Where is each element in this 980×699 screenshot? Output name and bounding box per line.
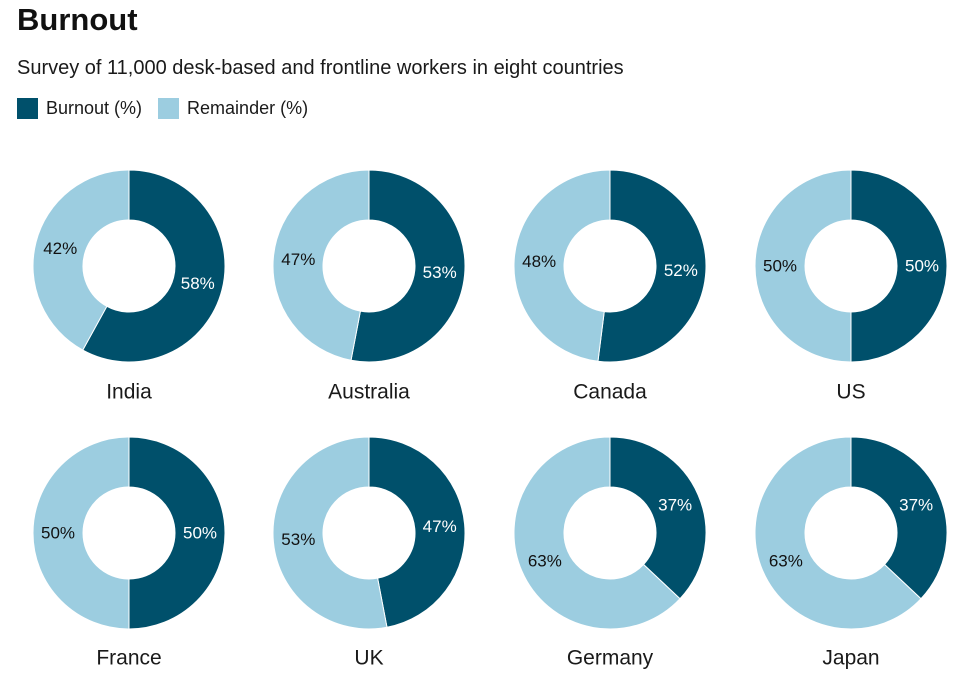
data-label-burnout-us: 50% bbox=[905, 257, 939, 276]
country-label-australia: Australia bbox=[328, 381, 410, 404]
data-label-burnout-canada: 52% bbox=[664, 261, 698, 280]
legend: Burnout (%) Remainder (%) bbox=[17, 98, 324, 119]
slice-burnout-france bbox=[128, 436, 226, 630]
legend-item-burnout: Burnout (%) bbox=[17, 98, 142, 119]
data-label-remainder-japan: 63% bbox=[769, 552, 803, 571]
donut-japan: 37% 63% Japan bbox=[754, 436, 948, 670]
slice-remainder-australia bbox=[272, 169, 370, 361]
legend-item-remainder: Remainder (%) bbox=[158, 98, 308, 119]
data-label-burnout-australia: 53% bbox=[423, 263, 457, 282]
donut-france: 50% 50% France bbox=[32, 436, 226, 670]
slice-remainder-india bbox=[32, 169, 130, 351]
slice-burnout-japan bbox=[850, 436, 948, 600]
country-label-us: US bbox=[836, 381, 865, 404]
data-label-remainder-india: 42% bbox=[43, 239, 77, 258]
chart-title: Burnout bbox=[17, 2, 138, 37]
data-label-burnout-uk: 47% bbox=[423, 517, 457, 536]
slice-burnout-germany bbox=[609, 436, 707, 600]
donut-uk: 47% 53% UK bbox=[272, 436, 466, 670]
country-label-germany: Germany bbox=[567, 647, 654, 670]
country-label-japan: Japan bbox=[822, 647, 879, 670]
slice-burnout-uk bbox=[368, 436, 466, 628]
donut-germany: 37% 63% Germany bbox=[513, 436, 707, 670]
legend-label-burnout: Burnout (%) bbox=[46, 98, 143, 118]
donut-us: 50% 50% US bbox=[754, 169, 948, 404]
country-label-canada: Canada bbox=[573, 381, 647, 404]
data-label-remainder-canada: 48% bbox=[522, 252, 556, 271]
slice-remainder-us bbox=[754, 169, 852, 363]
slice-remainder-japan bbox=[754, 436, 922, 630]
country-label-france: France bbox=[96, 647, 161, 670]
data-label-burnout-france: 50% bbox=[183, 524, 217, 543]
donut-canada: 52% 48% Canada bbox=[513, 169, 707, 404]
country-label-uk: UK bbox=[354, 647, 383, 670]
slice-burnout-canada bbox=[597, 169, 707, 363]
slice-burnout-india bbox=[82, 169, 226, 363]
data-label-remainder-france: 50% bbox=[41, 524, 75, 543]
data-label-burnout-india: 58% bbox=[181, 274, 215, 293]
data-label-burnout-germany: 37% bbox=[658, 495, 692, 514]
data-label-remainder-uk: 53% bbox=[281, 530, 315, 549]
data-label-burnout-japan: 37% bbox=[899, 495, 933, 514]
country-label-india: India bbox=[106, 381, 152, 404]
donut-australia: 53% 47% Australia bbox=[272, 169, 466, 404]
slice-remainder-germany bbox=[513, 436, 681, 630]
slice-remainder-france bbox=[32, 436, 130, 630]
slice-remainder-canada bbox=[513, 169, 611, 362]
legend-swatch-remainder bbox=[158, 98, 180, 119]
data-label-remainder-germany: 63% bbox=[528, 552, 562, 571]
legend-swatch-burnout bbox=[17, 98, 38, 119]
slice-burnout-australia bbox=[350, 169, 466, 363]
chart-subtitle: Survey of 11,000 desk-based and frontlin… bbox=[17, 57, 624, 79]
slice-burnout-us bbox=[850, 169, 948, 363]
data-label-remainder-us: 50% bbox=[763, 257, 797, 276]
data-label-remainder-australia: 47% bbox=[281, 250, 315, 269]
slice-remainder-uk bbox=[272, 436, 388, 630]
donut-india: 58% 42% India bbox=[32, 169, 226, 404]
legend-label-remainder: Remainder (%) bbox=[187, 98, 309, 118]
